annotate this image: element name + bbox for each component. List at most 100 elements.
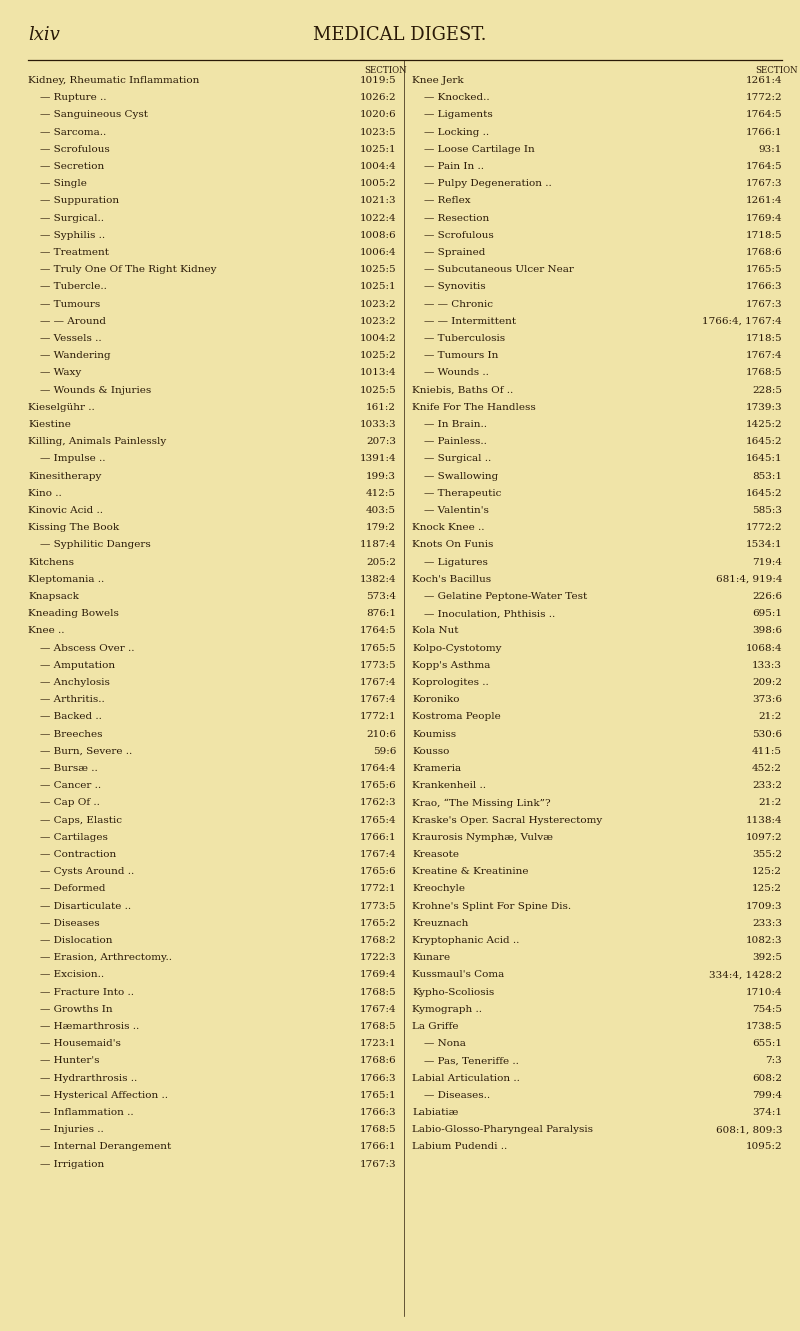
Text: 228:5: 228:5 <box>752 386 782 394</box>
Text: — Resection: — Resection <box>424 213 490 222</box>
Text: 1773:5: 1773:5 <box>359 660 396 669</box>
Text: — Anchylosis: — Anchylosis <box>40 677 110 687</box>
Text: 1766:3: 1766:3 <box>359 1107 396 1117</box>
Text: — Tumours In: — Tumours In <box>424 351 498 361</box>
Text: — Irrigation: — Irrigation <box>40 1159 104 1169</box>
Text: 695:1: 695:1 <box>752 610 782 618</box>
Text: 1767:3: 1767:3 <box>359 1159 396 1169</box>
Text: 1021:3: 1021:3 <box>359 197 396 205</box>
Text: — Growths In: — Growths In <box>40 1005 113 1014</box>
Text: — Hunter's: — Hunter's <box>40 1057 99 1065</box>
Text: — — Intermittent: — — Intermittent <box>424 317 516 326</box>
Text: — Cap Of ..: — Cap Of .. <box>40 799 100 808</box>
Text: 1772:2: 1772:2 <box>746 93 782 102</box>
Text: 1534:1: 1534:1 <box>746 540 782 550</box>
Text: 719:4: 719:4 <box>752 558 782 567</box>
Text: Knee ..: Knee .. <box>28 627 65 635</box>
Text: 1765:6: 1765:6 <box>359 868 396 876</box>
Text: — Diseases: — Diseases <box>40 918 100 928</box>
Text: 205:2: 205:2 <box>366 558 396 567</box>
Text: 876:1: 876:1 <box>366 610 396 618</box>
Text: — Caps, Elastic: — Caps, Elastic <box>40 816 122 825</box>
Text: Killing, Animals Painlessly: Killing, Animals Painlessly <box>28 437 166 446</box>
Text: 1767:4: 1767:4 <box>359 1005 396 1014</box>
Text: Kneading Bowels: Kneading Bowels <box>28 610 119 618</box>
Text: — Tumours: — Tumours <box>40 299 100 309</box>
Text: 1739:3: 1739:3 <box>746 403 782 411</box>
Text: 1767:4: 1767:4 <box>359 695 396 704</box>
Text: Kousso: Kousso <box>412 747 450 756</box>
Text: 125:2: 125:2 <box>752 868 782 876</box>
Text: — Tubercle..: — Tubercle.. <box>40 282 107 291</box>
Text: 1023:5: 1023:5 <box>359 128 396 137</box>
Text: Knots On Funis: Knots On Funis <box>412 540 494 550</box>
Text: 1765:6: 1765:6 <box>359 781 396 791</box>
Text: — Painless..: — Painless.. <box>424 437 487 446</box>
Text: Knee Jerk: Knee Jerk <box>412 76 464 85</box>
Text: 1019:5: 1019:5 <box>359 76 396 85</box>
Text: — Sprained: — Sprained <box>424 248 486 257</box>
Text: 125:2: 125:2 <box>752 884 782 893</box>
Text: — Waxy: — Waxy <box>40 369 82 378</box>
Text: 1026:2: 1026:2 <box>359 93 396 102</box>
Text: 199:3: 199:3 <box>366 471 396 480</box>
Text: 452:2: 452:2 <box>752 764 782 773</box>
Text: Kinesitherapy: Kinesitherapy <box>28 471 102 480</box>
Text: 392:5: 392:5 <box>752 953 782 962</box>
Text: Kiestine: Kiestine <box>28 421 71 429</box>
Text: 1765:2: 1765:2 <box>359 918 396 928</box>
Text: Krameria: Krameria <box>412 764 461 773</box>
Text: — Hysterical Affection ..: — Hysterical Affection .. <box>40 1091 168 1099</box>
Text: 59:6: 59:6 <box>373 747 396 756</box>
Text: Koch's Bacillus: Koch's Bacillus <box>412 575 491 584</box>
Text: — Loose Cartilage In: — Loose Cartilage In <box>424 145 534 154</box>
Text: — Contraction: — Contraction <box>40 851 116 858</box>
Text: SECTION: SECTION <box>756 67 798 75</box>
Text: 1764:5: 1764:5 <box>359 627 396 635</box>
Text: 655:1: 655:1 <box>752 1040 782 1049</box>
Text: — Pain In ..: — Pain In .. <box>424 162 484 170</box>
Text: — Subcutaneous Ulcer Near: — Subcutaneous Ulcer Near <box>424 265 574 274</box>
Text: — Rupture ..: — Rupture .. <box>40 93 106 102</box>
Text: 1773:5: 1773:5 <box>359 901 396 910</box>
Text: — Bursæ ..: — Bursæ .. <box>40 764 98 773</box>
Text: 1767:3: 1767:3 <box>746 180 782 188</box>
Text: — Truly One Of The Right Kidney: — Truly One Of The Right Kidney <box>40 265 217 274</box>
Text: 233:2: 233:2 <box>752 781 782 791</box>
Text: 1767:4: 1767:4 <box>746 351 782 361</box>
Text: — Diseases..: — Diseases.. <box>424 1091 490 1099</box>
Text: — Gelatine Peptone-Water Test: — Gelatine Peptone-Water Test <box>424 592 587 602</box>
Text: Kniebis, Baths Of ..: Kniebis, Baths Of .. <box>412 386 514 394</box>
Text: 1082:3: 1082:3 <box>746 936 782 945</box>
Text: 1095:2: 1095:2 <box>746 1142 782 1151</box>
Text: 1004:2: 1004:2 <box>359 334 396 343</box>
Text: — Hydrarthrosis ..: — Hydrarthrosis .. <box>40 1074 138 1082</box>
Text: — Pulpy Degeneration ..: — Pulpy Degeneration .. <box>424 180 552 188</box>
Text: 1097:2: 1097:2 <box>746 833 782 841</box>
Text: 1004:4: 1004:4 <box>359 162 396 170</box>
Text: Krohne's Splint For Spine Dis.: Krohne's Splint For Spine Dis. <box>412 901 571 910</box>
Text: 608:2: 608:2 <box>752 1074 782 1082</box>
Text: 530:6: 530:6 <box>752 729 782 739</box>
Text: — Knocked..: — Knocked.. <box>424 93 490 102</box>
Text: — Ligatures: — Ligatures <box>424 558 488 567</box>
Text: 1025:5: 1025:5 <box>359 265 396 274</box>
Text: Kypho-Scoliosis: Kypho-Scoliosis <box>412 988 494 997</box>
Text: Labiatiæ: Labiatiæ <box>412 1107 458 1117</box>
Text: Kidney, Rheumatic Inflammation: Kidney, Rheumatic Inflammation <box>28 76 199 85</box>
Text: 1766:1: 1766:1 <box>746 128 782 137</box>
Text: Kraurosis Nymphæ, Vulvæ: Kraurosis Nymphæ, Vulvæ <box>412 833 553 841</box>
Text: 1709:3: 1709:3 <box>746 901 782 910</box>
Text: — Burn, Severe ..: — Burn, Severe .. <box>40 747 132 756</box>
Text: 1769:4: 1769:4 <box>359 970 396 980</box>
Text: — Disarticulate ..: — Disarticulate .. <box>40 901 131 910</box>
Text: — Sanguineous Cyst: — Sanguineous Cyst <box>40 110 148 120</box>
Text: Kraske's Oper. Sacral Hysterectomy: Kraske's Oper. Sacral Hysterectomy <box>412 816 602 825</box>
Text: 334:4, 1428:2: 334:4, 1428:2 <box>709 970 782 980</box>
Text: — Impulse ..: — Impulse .. <box>40 454 106 463</box>
Text: 853:1: 853:1 <box>752 471 782 480</box>
Text: — Locking ..: — Locking .. <box>424 128 489 137</box>
Text: 1766:1: 1766:1 <box>359 1142 396 1151</box>
Text: — In Brain..: — In Brain.. <box>424 421 487 429</box>
Text: lxiv: lxiv <box>28 27 60 44</box>
